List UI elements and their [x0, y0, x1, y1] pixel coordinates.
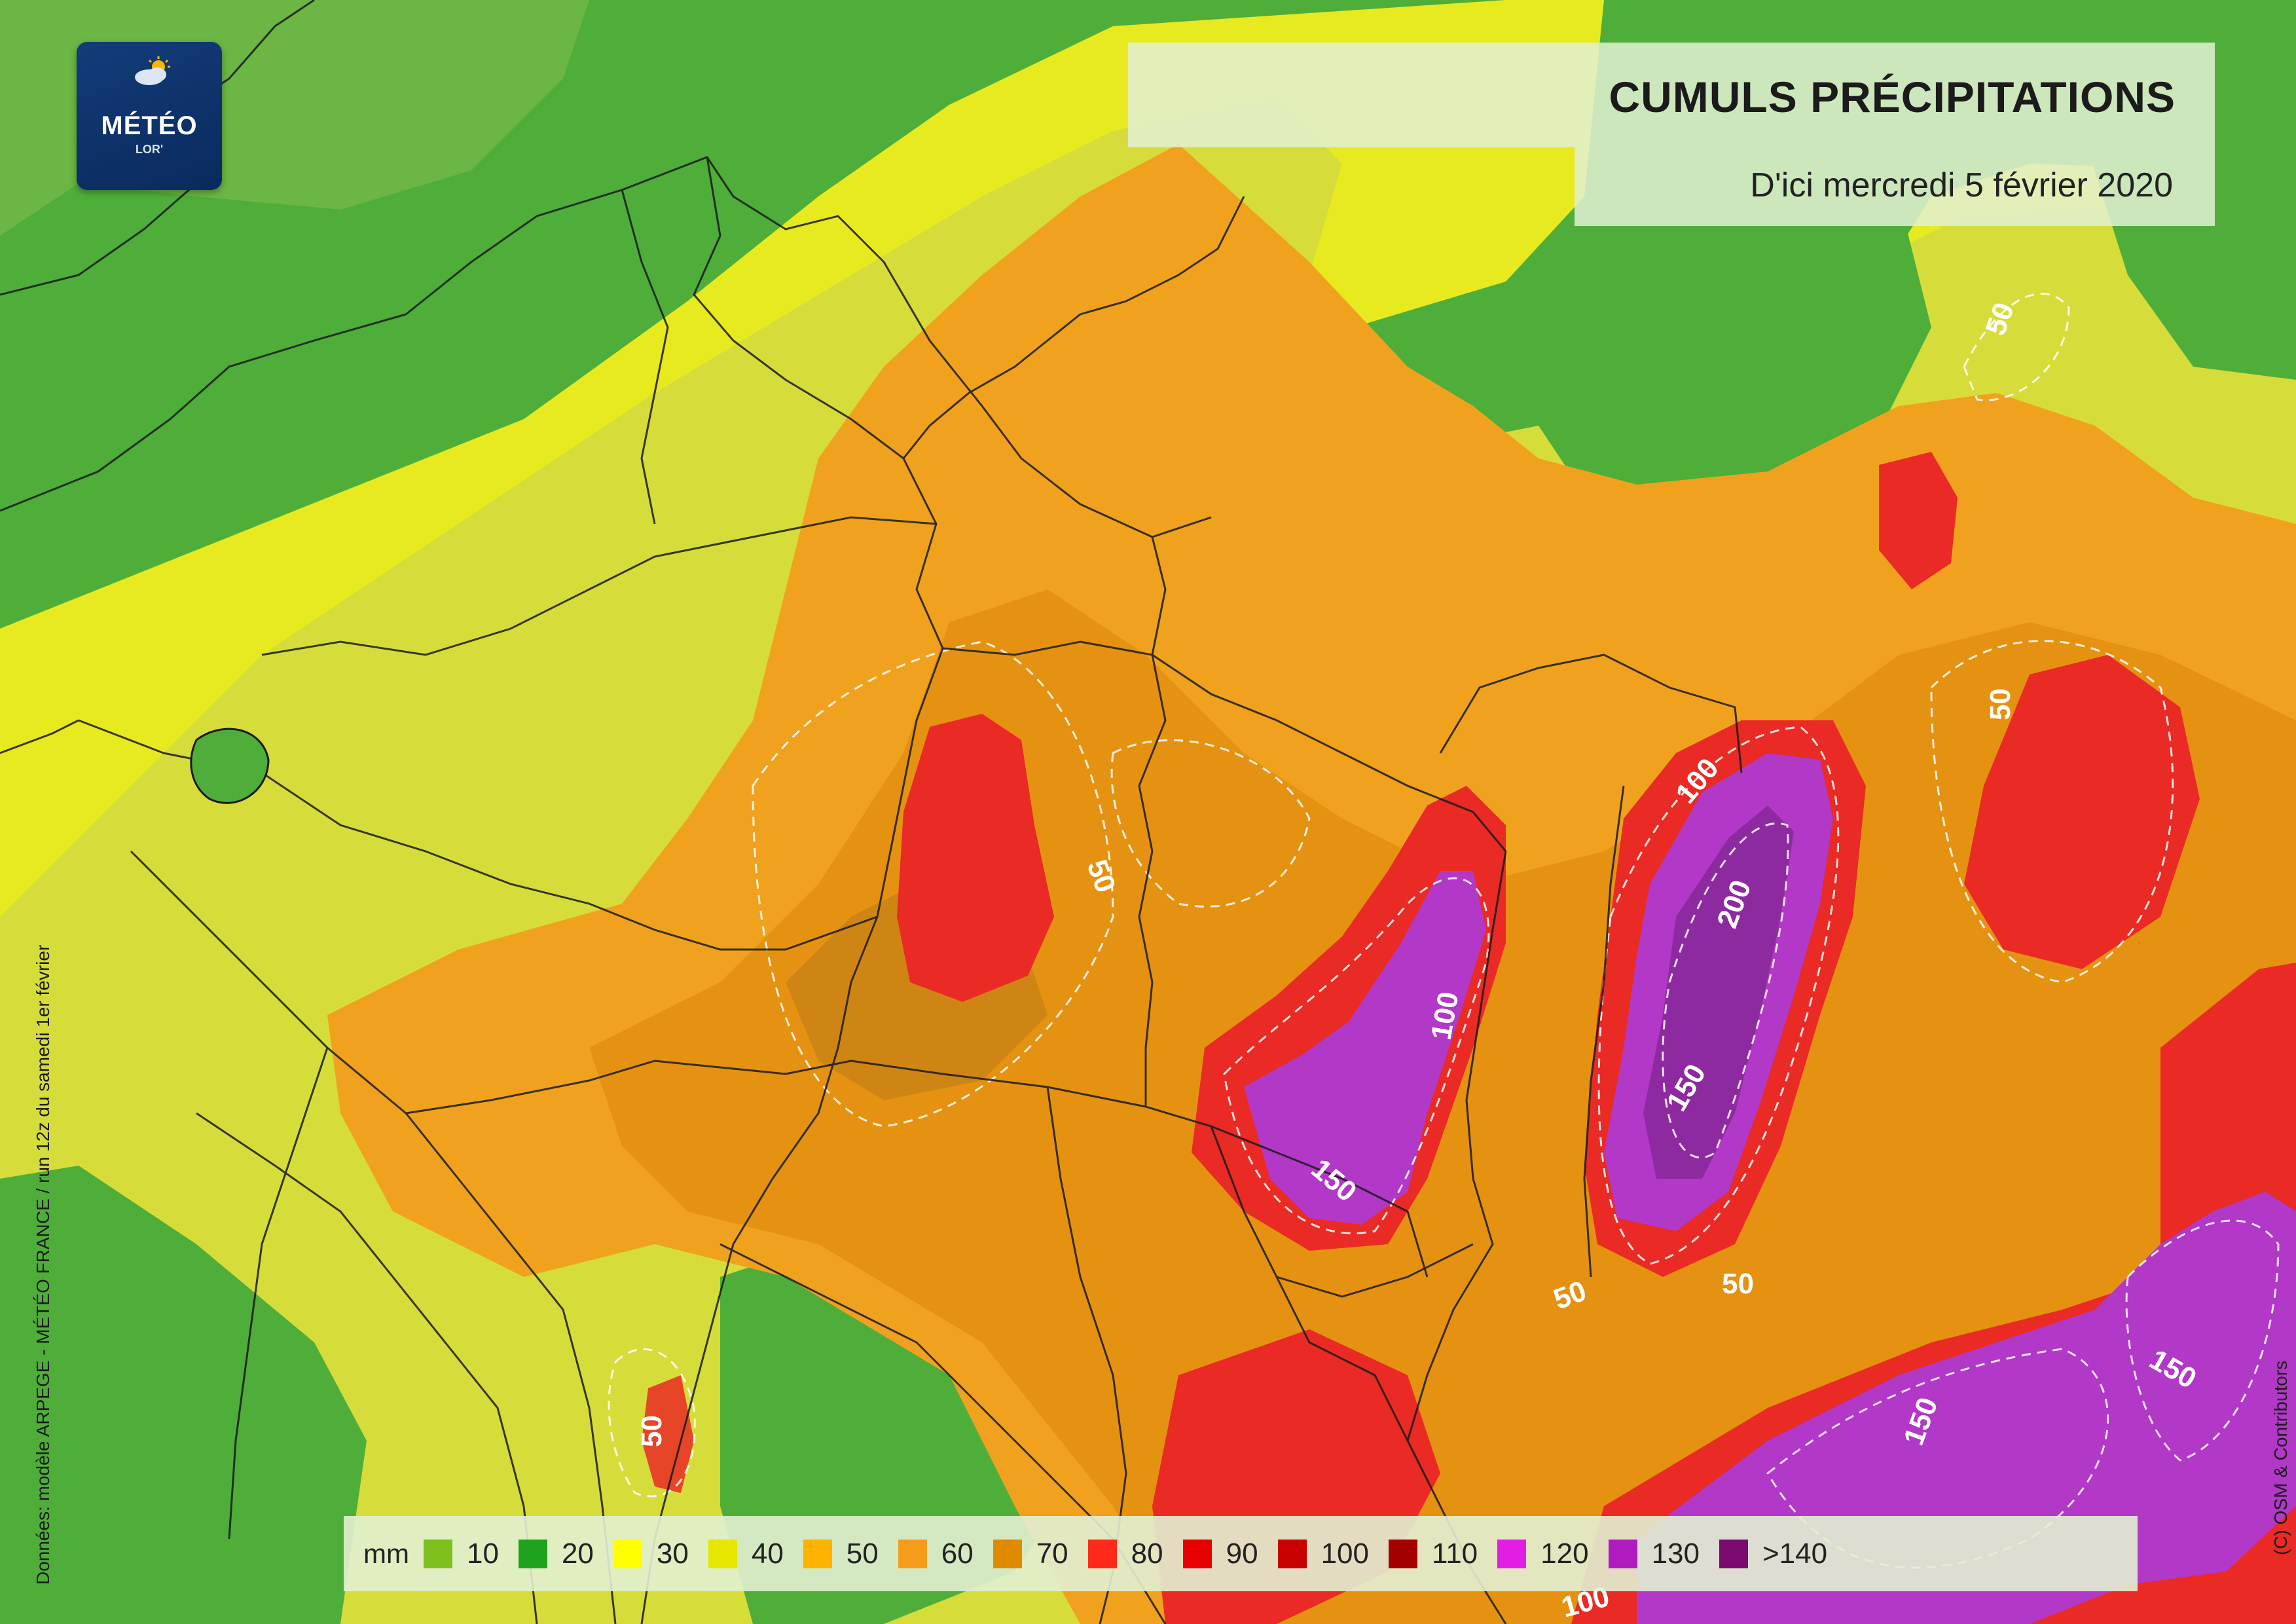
- legend-swatch: [423, 1539, 452, 1568]
- legend-item: 90: [1182, 1537, 1258, 1570]
- legend-label: 60: [941, 1537, 974, 1570]
- legend-label: 50: [846, 1537, 879, 1570]
- legend-swatch: [613, 1539, 642, 1568]
- legend-swatch: [1087, 1539, 1117, 1568]
- sun-cloud-icon: [135, 56, 170, 85]
- legend-label: 70: [1036, 1537, 1068, 1570]
- legend-swatch: [1388, 1539, 1417, 1568]
- contour-label: 50: [1984, 688, 2016, 720]
- legend-swatch: [803, 1539, 832, 1568]
- legend-item: 50: [803, 1538, 879, 1570]
- title-panel: CUMULS PRÉCIPITATIONS: [1128, 43, 2215, 147]
- legend-item: 30: [613, 1538, 689, 1570]
- legend-label: 10: [466, 1537, 499, 1570]
- legend-label: 40: [751, 1537, 784, 1570]
- legend-swatch: [1497, 1539, 1527, 1568]
- legend-item: 40: [708, 1538, 784, 1570]
- map-subtitle: D'ici mercredi 5 février 2020: [1750, 166, 2173, 204]
- legend-item: 60: [898, 1538, 974, 1570]
- legend-label: 110: [1431, 1537, 1478, 1570]
- legend-label: 100: [1321, 1537, 1369, 1570]
- legend-label: 20: [561, 1537, 594, 1570]
- legend-item: 10: [423, 1537, 499, 1570]
- contour-label: 50: [1722, 1268, 1754, 1300]
- logo-sub-text: LOR': [135, 143, 164, 156]
- legend-label: 90: [1226, 1537, 1258, 1570]
- legend-item: 130: [1608, 1537, 1700, 1570]
- map-copyright: (C) OSM & Contributors: [2270, 1360, 2291, 1555]
- precipitation-legend: mm 10 20 30 40 50 60 70 80 90 100 110 120 130 >140: [344, 1516, 2138, 1591]
- subtitle-panel: D'ici mercredi 5 février 2020: [1575, 147, 2215, 226]
- legend-swatch: [708, 1539, 737, 1568]
- legend-item: 100: [1277, 1537, 1369, 1570]
- legend-item: 110: [1388, 1537, 1478, 1570]
- legend-label: 80: [1131, 1537, 1163, 1570]
- legend-label: >140: [1762, 1537, 1828, 1570]
- legend-swatch: [1182, 1539, 1212, 1568]
- legend-unit: mm: [363, 1538, 409, 1569]
- legend-label: 130: [1651, 1537, 1700, 1570]
- legend-item: 70: [993, 1538, 1068, 1570]
- legend-item: 20: [518, 1537, 594, 1570]
- legend-swatch: [1608, 1539, 1637, 1568]
- legend-swatch: [1719, 1539, 1748, 1568]
- legend-item: >140: [1719, 1538, 1827, 1570]
- meteo-lor-logo: MÉTÉO LOR': [77, 42, 222, 190]
- contour-label: 50: [636, 1415, 668, 1447]
- legend-label: 120: [1540, 1537, 1589, 1570]
- map-title: CUMULS PRÉCIPITATIONS: [1609, 73, 2176, 121]
- legend-swatch: [993, 1539, 1022, 1568]
- legend-item: 120: [1497, 1537, 1589, 1570]
- legend-label: 30: [656, 1537, 689, 1570]
- legend-swatch: [518, 1539, 547, 1568]
- logo-main-text: MÉTÉO: [101, 111, 198, 140]
- legend-swatch: [1277, 1539, 1307, 1568]
- legend-item: 80: [1087, 1537, 1163, 1570]
- data-source-credit: Données: modèle ARPEGE - MÉTÉO FRANCE / …: [33, 944, 53, 1585]
- legend-swatch: [898, 1539, 927, 1568]
